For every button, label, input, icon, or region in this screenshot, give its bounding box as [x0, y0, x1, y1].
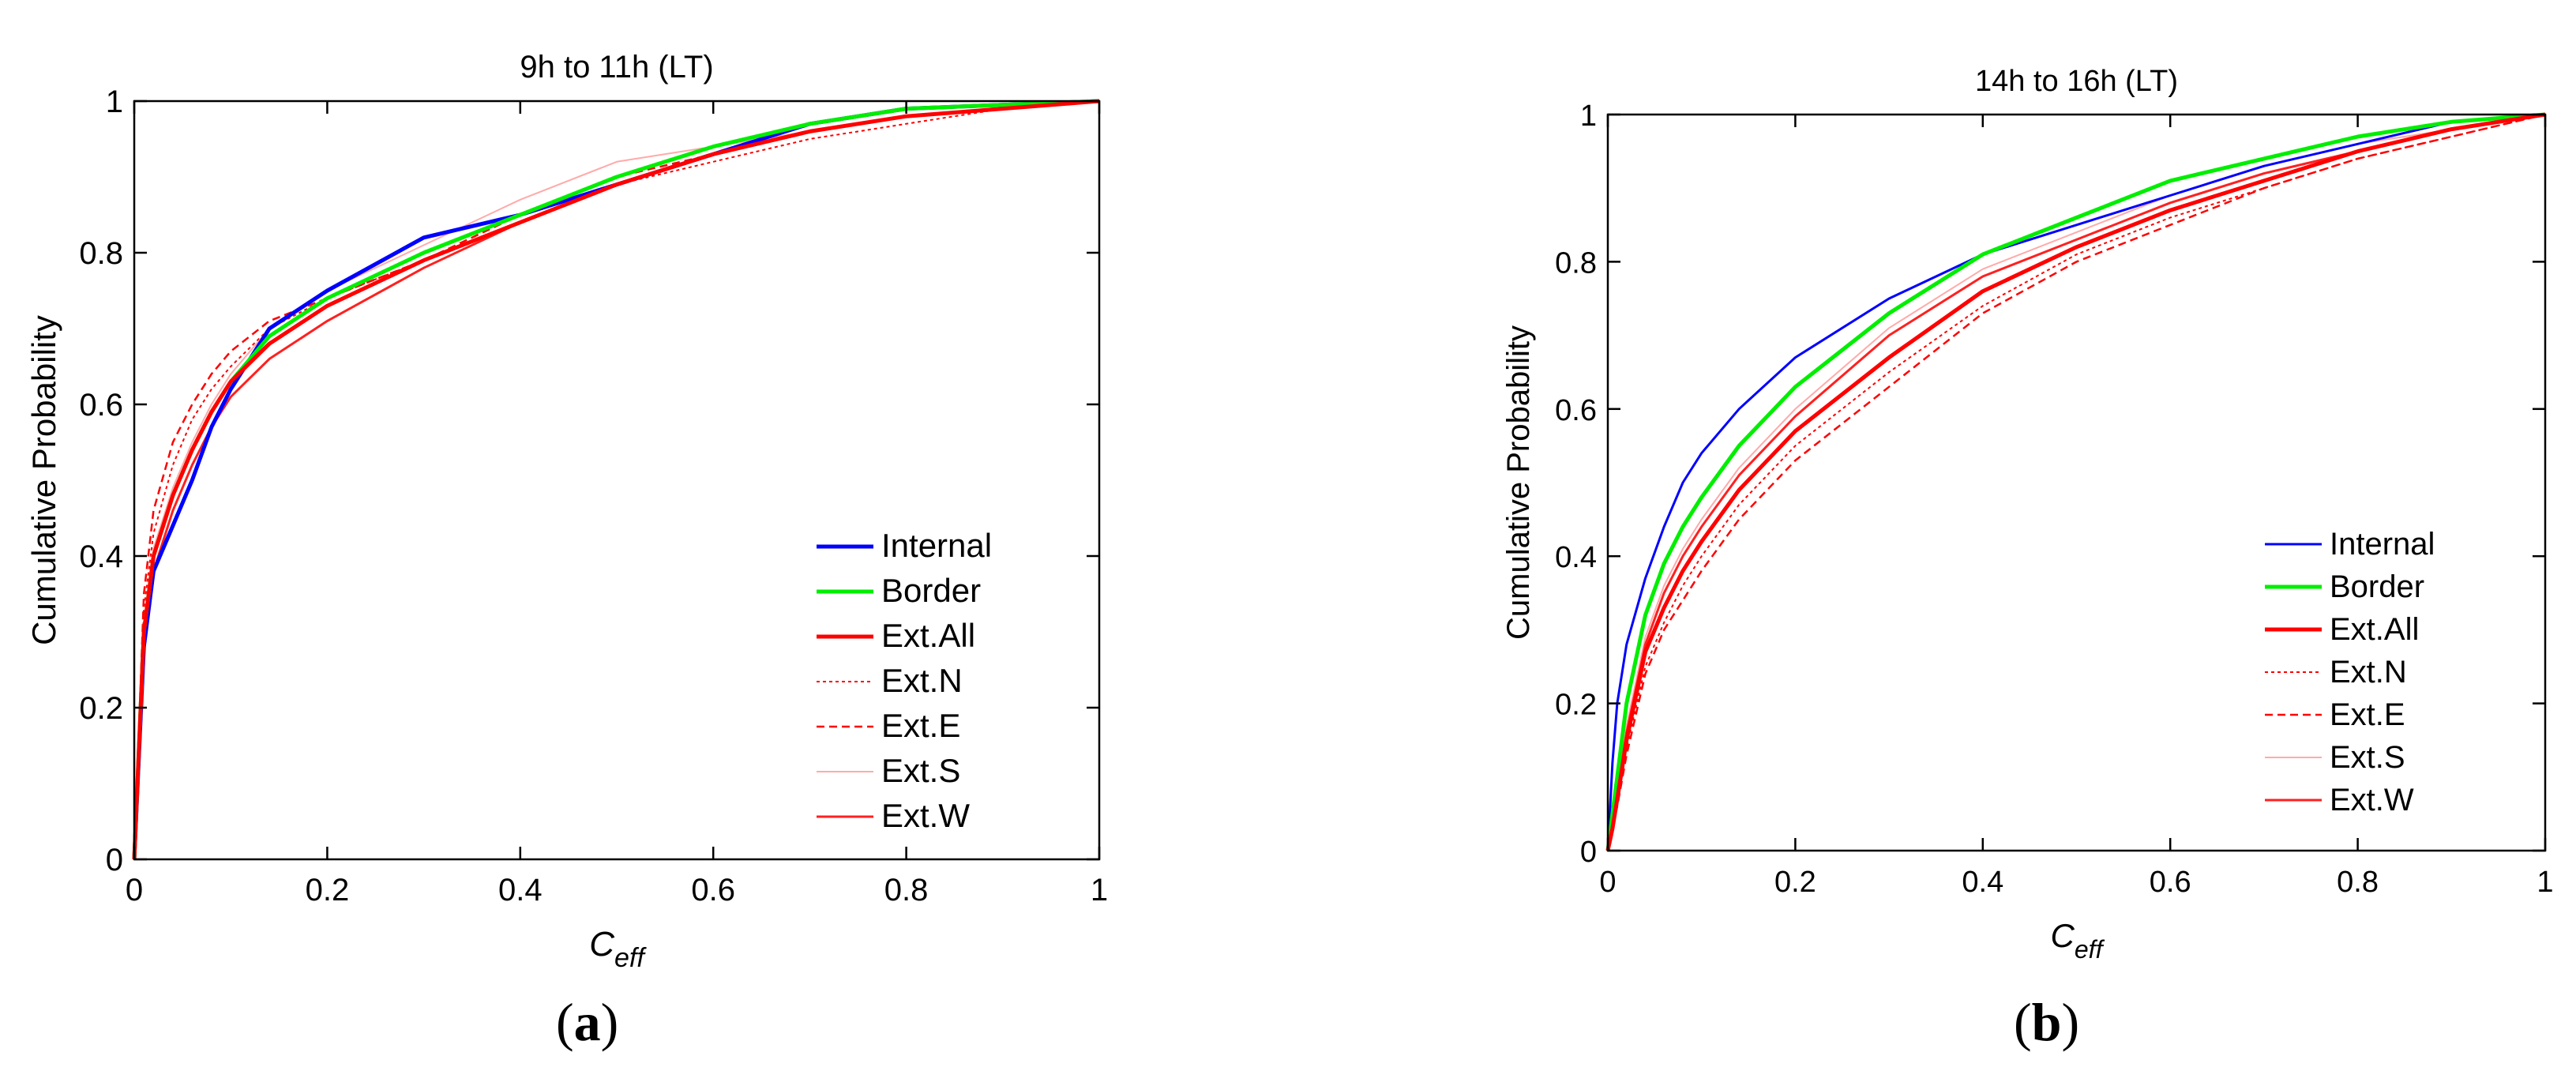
legend-label-ext-all: Ext.All [881, 617, 975, 654]
y-tick-label: 0.4 [1555, 541, 1597, 574]
x-tick-label: 0 [126, 873, 143, 908]
x-tick-label: 0.4 [498, 873, 543, 908]
plot-frame [133, 100, 1101, 861]
x-axis-label-subscript: eff [614, 943, 647, 973]
legend-label-ext-w: Ext.W [881, 797, 970, 834]
x-tick-label: 0.2 [1774, 866, 1816, 899]
x-tick-label: 0 [1599, 866, 1616, 899]
legend-label-border: Border [2330, 569, 2424, 604]
series-line-border [132, 99, 1100, 860]
legend-label-ext-w: Ext.W [2330, 783, 2414, 817]
y-tick-label: 0.8 [1555, 246, 1597, 280]
x-axis-label: Ceff [589, 925, 647, 973]
series-line-ext-s [133, 100, 1100, 860]
legend-label-internal: Internal [881, 527, 992, 564]
y-axis-label: Cumulative Probability [25, 315, 62, 645]
chart-panel-b: 14h to 16h (LT) 0 0.2 0.4 0.6 0.8 1 0 0.2 0.4 0.6 0… [1501, 65, 2554, 964]
chart-panel-a: 9h to 11h (LT) 0 0.2 0.4 0.6 0.8 1 0 0.2 0.4 0.6 0.… [25, 50, 1108, 973]
legend-label-ext-n: Ext.N [881, 662, 963, 699]
legend-label-ext-e: Ext.E [2330, 697, 2405, 732]
x-tick-label: 0.6 [2150, 866, 2191, 899]
legend-label-ext-all: Ext.All [2330, 612, 2419, 647]
series-line-ext-e [1606, 113, 2546, 851]
legend-label-internal: Internal [2330, 527, 2435, 562]
x-tick-label: 0.2 [306, 873, 350, 908]
panel-label-a: (a) [556, 991, 618, 1054]
y-tick-label: 0.2 [1555, 689, 1597, 722]
panel-label-b-letter: b [2031, 992, 2062, 1052]
panel-label-a-open: ( [556, 992, 574, 1052]
series-line-ext-w [133, 100, 1100, 860]
plot-frame [1606, 113, 2547, 852]
y-tick-label: 0.6 [79, 388, 123, 423]
x-tick-label: 0.4 [1962, 866, 2003, 899]
series-line-internal [132, 99, 1100, 860]
x-axis-label-subscript: eff [2075, 935, 2105, 964]
y-tick-label: 1 [1580, 100, 1597, 133]
series-line-ext-e [133, 100, 1100, 860]
legend-label-ext-s: Ext.S [881, 752, 960, 789]
panel-label-a-close: ) [600, 992, 619, 1052]
legend-label-ext-e: Ext.E [881, 707, 960, 744]
x-tick-label: 0.6 [691, 873, 735, 908]
panel-label-b-open: ( [2014, 992, 2032, 1052]
x-axis-label: Ceff [2051, 917, 2105, 964]
x-tick-label: 1 [2537, 866, 2553, 899]
series-line-internal [1606, 113, 2546, 851]
panel-label-a-letter: a [573, 992, 601, 1052]
chart-title: 14h to 16h (LT) [1975, 65, 2178, 98]
legend-label-border: Border [881, 572, 981, 609]
x-tick-label: 1 [1091, 873, 1108, 908]
y-tick-label: 0.2 [79, 691, 123, 726]
x-tick-label: 0.8 [2337, 866, 2379, 899]
series-line-border [1605, 112, 2546, 851]
y-tick-label: 0.6 [1555, 394, 1597, 427]
y-tick-label: 0 [1580, 836, 1597, 869]
x-axis-label-main: C [2051, 917, 2075, 954]
y-tick-label: 0.4 [79, 539, 123, 574]
x-axis-label-main: C [589, 925, 615, 964]
x-tick-label: 0.8 [884, 873, 929, 908]
y-axis-label: Cumulative Probability [1501, 325, 1536, 640]
series-line-ext-all [132, 99, 1100, 860]
y-tick-label: 0.8 [79, 236, 123, 271]
series-line-ext-all [1605, 112, 2546, 851]
panel-label-b-close: ) [2061, 992, 2080, 1052]
panel-label-b: (b) [2014, 991, 2079, 1054]
series-line-ext-n [133, 100, 1100, 860]
legend-label-ext-n: Ext.N [2330, 655, 2407, 690]
y-tick-label: 0 [106, 843, 123, 877]
legend-label-ext-s: Ext.S [2330, 740, 2405, 775]
chart-title: 9h to 11h (LT) [520, 50, 713, 85]
y-tick-label: 1 [106, 85, 123, 119]
